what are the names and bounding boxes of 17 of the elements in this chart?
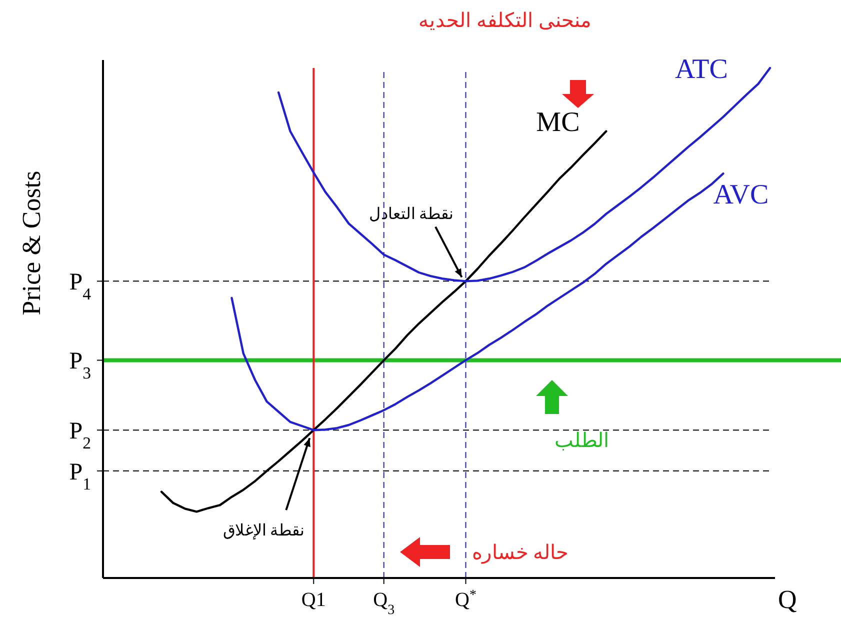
x-axis-title: Q <box>778 585 797 614</box>
series-label: MC <box>536 107 580 138</box>
series-label: ATC <box>675 54 728 85</box>
y-axis-title: Price & Costs <box>17 170 46 316</box>
x-tick-label: Q1 <box>301 589 326 611</box>
ref-line-label: P$_{1}$ <box>69 459 91 493</box>
series-label: AVC <box>713 180 769 211</box>
annotation: نقطة التعادل <box>368 206 453 223</box>
ref-line-label: P$_{4}$ <box>69 270 92 304</box>
annotation: الطلب <box>554 430 610 452</box>
x-tick-label: Q$^{*}$ <box>455 588 476 611</box>
annotation: حاله خساره <box>472 542 568 564</box>
annotation: نقطة الإغلاق <box>223 522 304 540</box>
text: منحنى التكلفه الحديه <box>418 10 592 32</box>
x-tick-label: Q$_{3}$ <box>373 589 395 618</box>
ref-line-label: P$_{2}$ <box>69 418 91 452</box>
ref-line-label: P$_{3}$ <box>69 348 91 382</box>
